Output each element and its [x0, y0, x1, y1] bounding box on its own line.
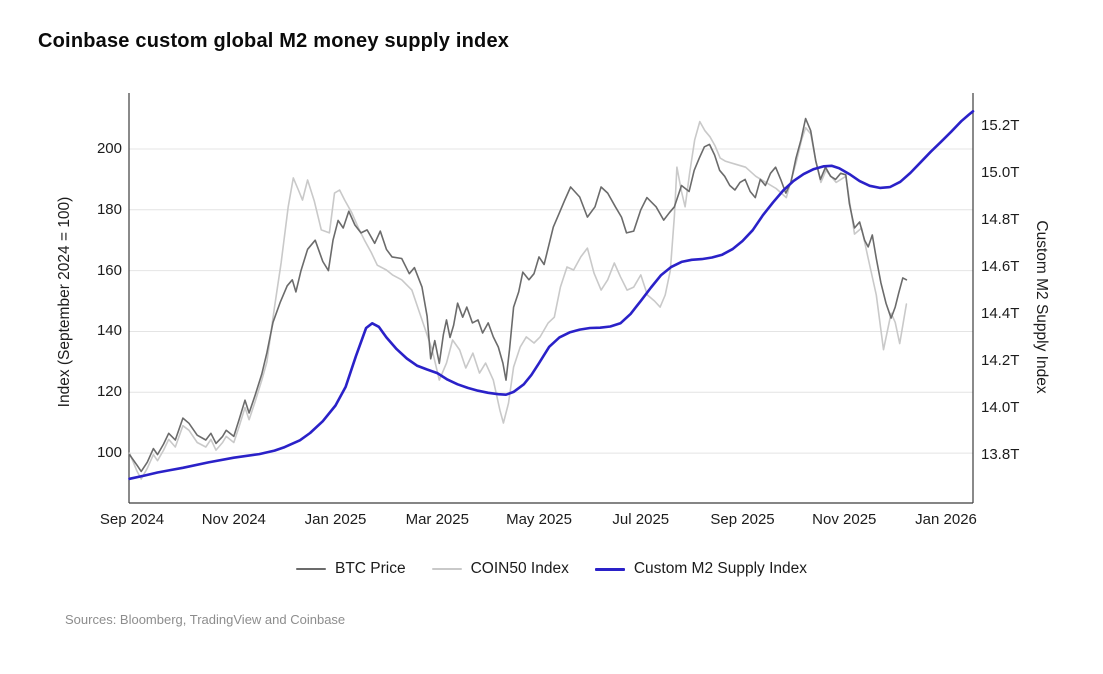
legend-item-btc-price: BTC Price	[295, 560, 406, 578]
custom-m2-line-swatch	[594, 567, 625, 571]
legend-label-btc-price: BTC Price	[334, 560, 406, 577]
right-tick-13.8T: 13.8T	[981, 445, 1020, 463]
page-title: Coinbase custom global M2 money supply i…	[38, 30, 510, 52]
source-note: Sources: Bloomberg, TradingView and Coin…	[65, 612, 346, 627]
left-tick-200: 200	[96, 139, 122, 157]
x-tick-nov-2025: Nov 2025	[812, 511, 877, 528]
plot-svg	[128, 93, 975, 504]
x-tick-sep-2024: Sep 2024	[99, 511, 165, 528]
series-line-custom-m2-supply-index	[128, 110, 975, 481]
left-tick-140: 140	[96, 322, 122, 340]
x-tick-nov-2024: Nov 2024	[201, 511, 266, 528]
x-tick-may-2025: May 2025	[506, 511, 572, 528]
legend-label-coin50-index: COIN50 Index	[470, 560, 569, 577]
x-tick-jan-2025: Jan 2025	[304, 511, 367, 528]
x-tick-sep-2025: Sep 2025	[710, 511, 775, 528]
legend: BTC Price COIN50 Index Custom M2 Supply …	[0, 560, 1103, 578]
right-tick-14.6T: 14.6T	[981, 257, 1020, 275]
right-tick-15.0T: 15.0T	[981, 163, 1020, 181]
legend-label-custom-m2: Custom M2 Supply Index	[633, 560, 807, 577]
left-tick-180: 180	[96, 200, 122, 218]
right-axis-title: Custom M2 Supply Index	[1033, 220, 1050, 394]
right-tick-14.2T: 14.2T	[981, 351, 1020, 369]
left-axis-title: Index (September 2024 = 100)	[56, 196, 73, 408]
right-tick-14.0T: 14.0T	[981, 398, 1020, 416]
right-tick-14.8T: 14.8T	[981, 210, 1020, 228]
left-tick-160: 160	[96, 261, 122, 279]
right-tick-15.2T: 15.2T	[981, 116, 1020, 134]
left-tick-120: 120	[96, 383, 122, 401]
series-line-coin50-index	[128, 120, 908, 480]
right-tick-14.4T: 14.4T	[981, 304, 1020, 322]
x-tick-jul-2025: Jul 2025	[612, 511, 670, 528]
left-tick-100: 100	[96, 444, 122, 462]
legend-item-coin50-index: COIN50 Index	[431, 560, 569, 578]
btc-price-line-swatch	[295, 568, 326, 570]
series-line-btc-price	[128, 117, 908, 473]
x-tick-jan-2026: Jan 2026	[915, 511, 977, 528]
coin50-index-line-swatch	[431, 568, 462, 570]
chart-canvas: 100 120 140 160 180 200 13.8T 14.0T 14.2T 14.4T 1…	[56, 93, 1050, 528]
legend-item-custom-m2: Custom M2 Supply Index	[594, 560, 807, 578]
x-tick-mar-2025: Mar 2025	[405, 511, 469, 528]
